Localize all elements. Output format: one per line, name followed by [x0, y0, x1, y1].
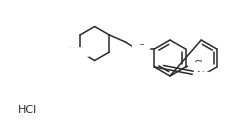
Text: N: N [197, 71, 205, 81]
Text: Cl: Cl [194, 60, 203, 70]
Text: NH: NH [68, 47, 83, 57]
Text: HCl: HCl [18, 105, 37, 115]
Text: O: O [137, 44, 145, 54]
